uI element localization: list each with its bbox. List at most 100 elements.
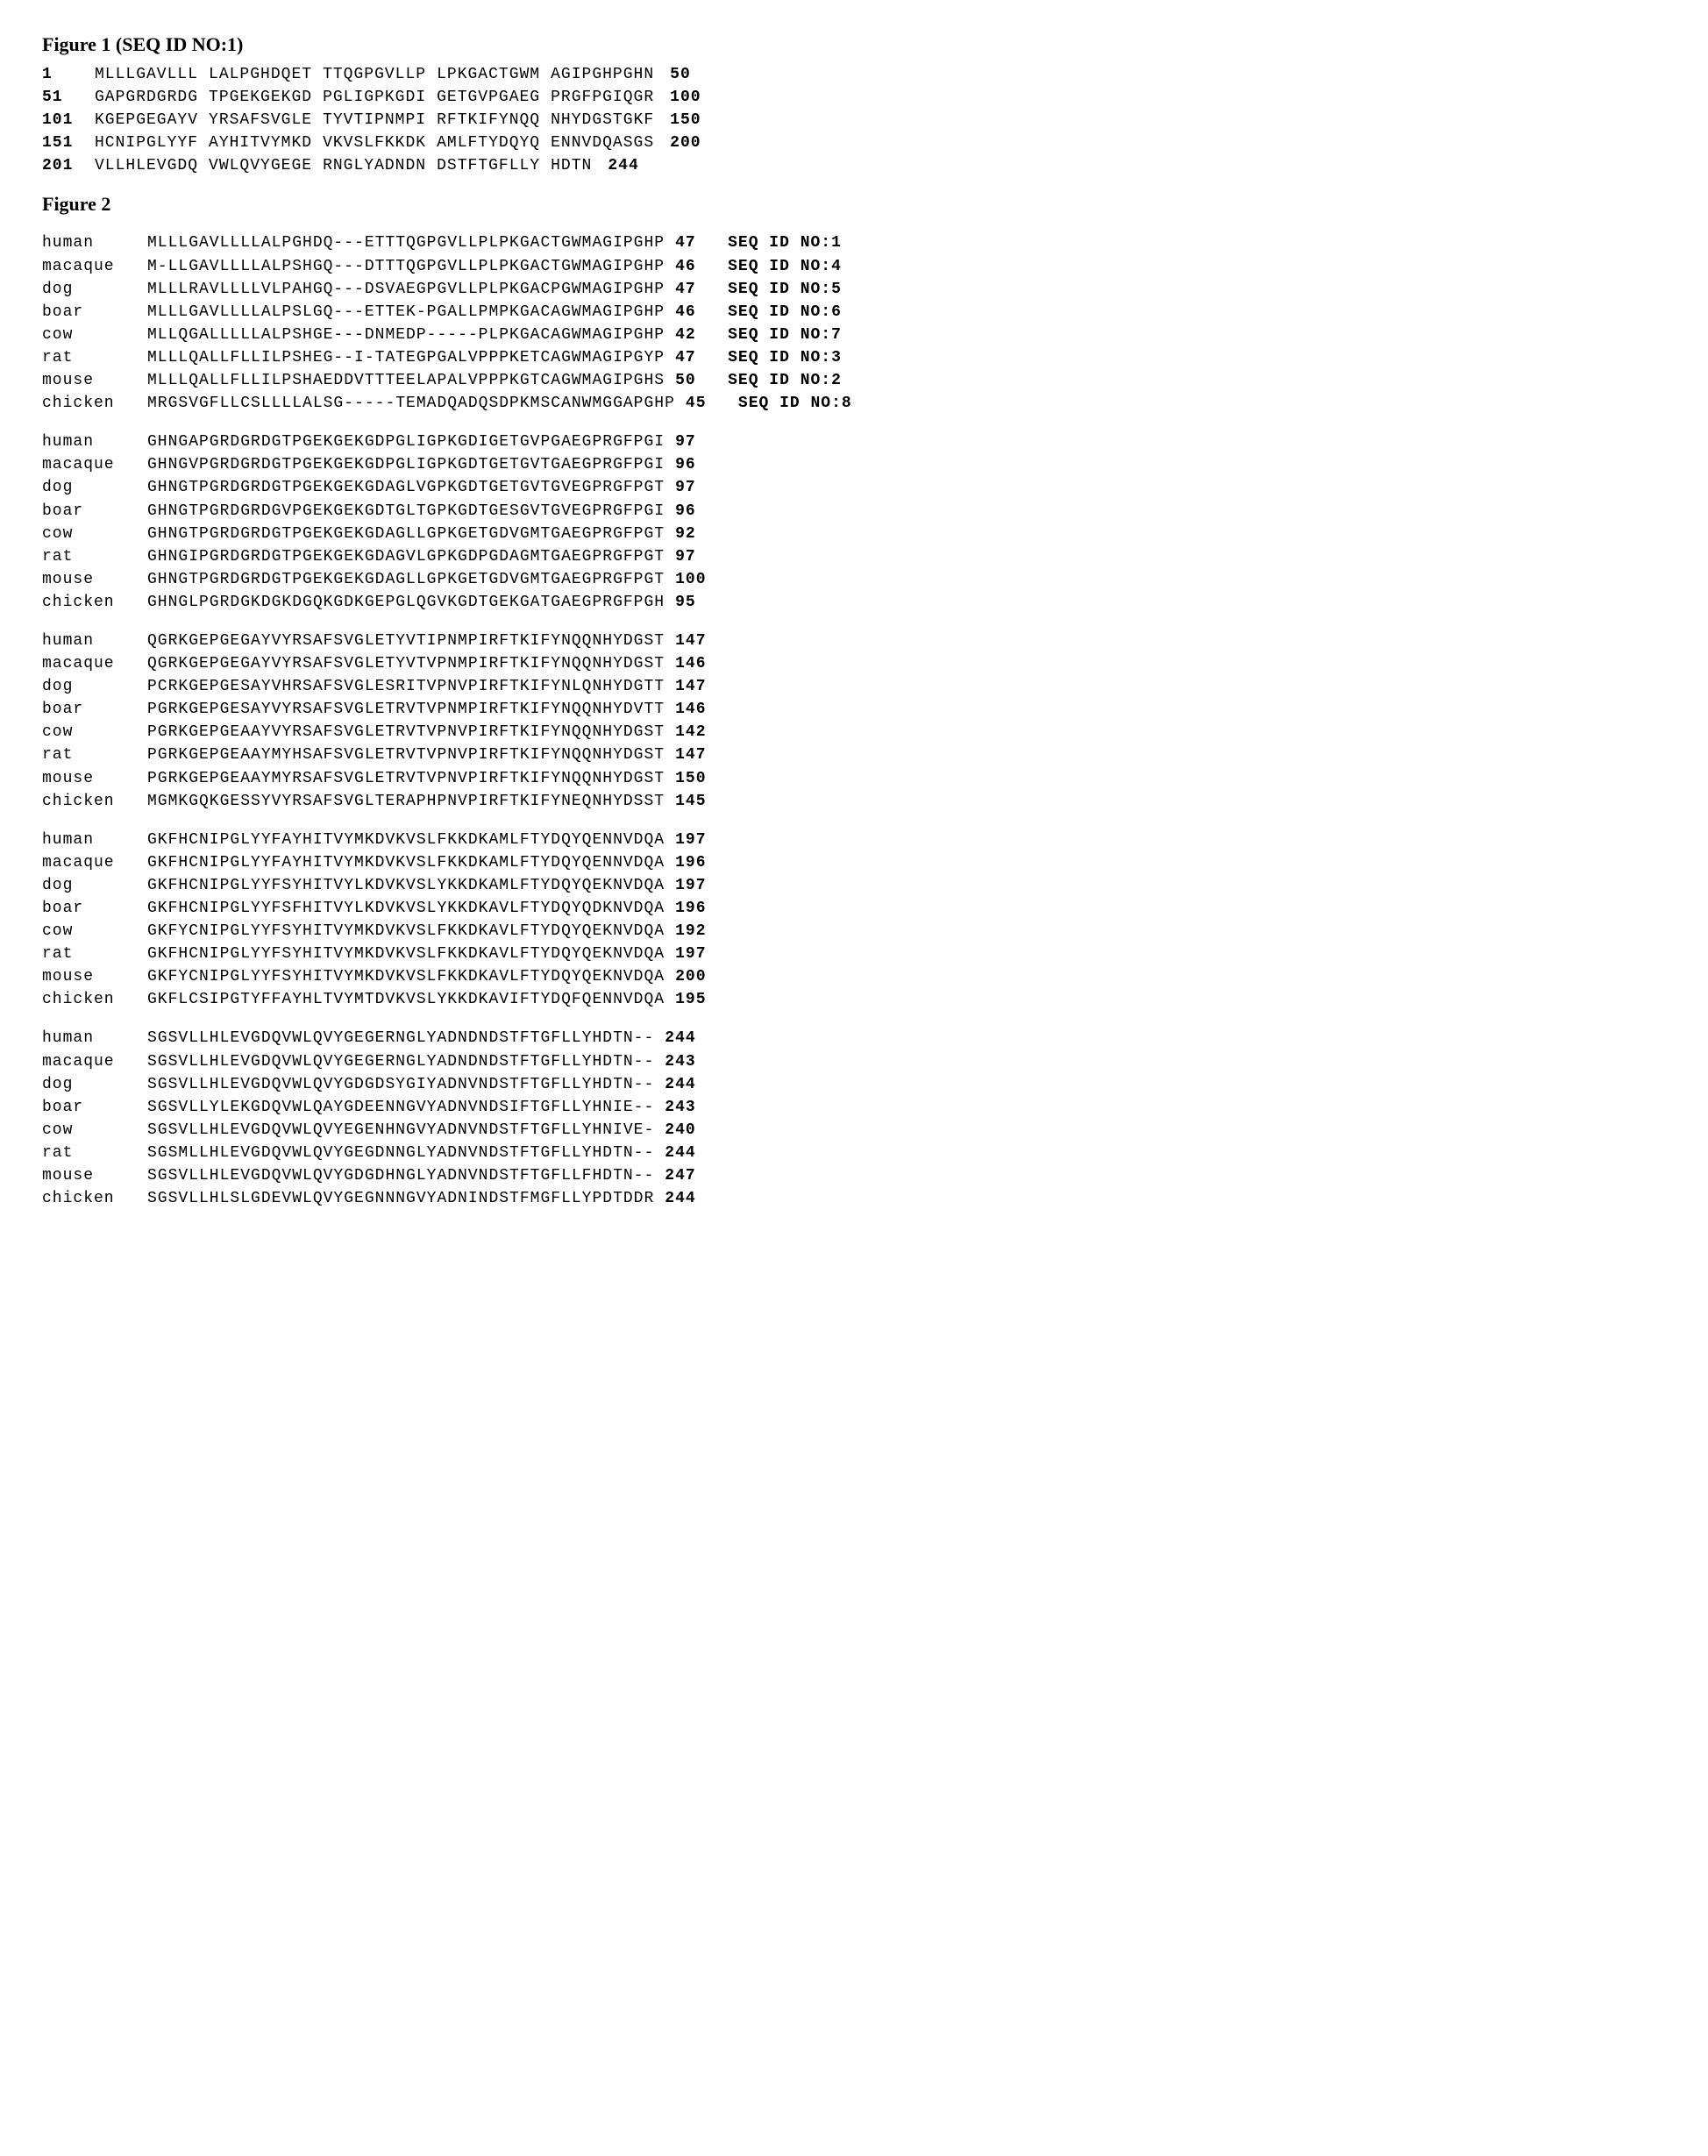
fig2-row: macaqueSGSVLLHLEVGDQVWLQVYGEGERNGLYADNDN… [42, 1050, 1666, 1073]
position-number: 42 [675, 324, 728, 346]
fig1-seq-group: TTQGPGVLLP [323, 63, 426, 86]
fig1-seq-group: AMLFTYDQYQ [437, 132, 540, 154]
species-label: mouse [42, 965, 147, 988]
fig2-row: dogMLLLRAVLLLLVLPAHGQ---DSVAEGPGVLLPLPKG… [42, 278, 1666, 301]
fig2-row: mouseGHNGTPGRDGRDGTPGEKGEKGDAGLLGPKGETGD… [42, 568, 1666, 591]
aligned-sequence: GHNGIPGRDGRDGTPGEKGEKGDAGVLGPKGDPGDAGMTG… [147, 545, 665, 568]
species-label: boar [42, 1096, 147, 1119]
species-label: rat [42, 545, 147, 568]
figure2-alignment-block: humanMLLLGAVLLLLALPGHDQ---ETTTQGPGVLLPLP… [42, 231, 1666, 1210]
fig2-row: cowMLLQGALLLLLALPSHGE---DNMEDP-----PLPKG… [42, 324, 1666, 346]
aligned-sequence: GKFHCNIPGLYYFAYHITVYMKDVKVSLFKKDKAMLFTYD… [147, 829, 665, 851]
fig2-row: macaqueM-LLGAVLLLLALPSHGQ---DTTTQGPGVLLP… [42, 255, 1666, 278]
aligned-sequence: GKFLCSIPGTYFFAYHLTVYMTDVKVSLYKKDKAVIFTYD… [147, 988, 665, 1011]
seq-id-label: SEQ ID NO:6 [728, 301, 842, 324]
fig1-end-position: 150 [670, 109, 701, 132]
fig2-row: chickenMRGSVGFLLCSLLLLALSG-----TEMADQADQ… [42, 392, 1666, 415]
species-label: rat [42, 943, 147, 965]
fig1-seq-group: GAPGRDGRDG [95, 86, 198, 109]
species-label: boar [42, 698, 147, 721]
species-label: cow [42, 523, 147, 545]
aligned-sequence: GHNGTPGRDGRDGVPGEKGEKGDTGLTGPKGDTGESGVTG… [147, 500, 665, 523]
fig1-seq-group: LALPGHDQET [209, 63, 312, 86]
position-number: 200 [675, 965, 728, 988]
fig1-row: 101KGEPGEGAYVYRSAFSVGLETYVTIPNMPIRFTKIFY… [42, 109, 1666, 132]
aligned-sequence: SGSVLLHLEVGDQVWLQVYGEGERNGLYADNDNDSTFTGF… [147, 1050, 654, 1073]
species-label: chicken [42, 790, 147, 813]
species-label: human [42, 630, 147, 652]
position-number: 147 [675, 630, 728, 652]
seq-id-label: SEQ ID NO:1 [728, 231, 842, 254]
fig2-row: dogPCRKGEPGESAYVHRSAFSVGLESRITVPNVPIRFTK… [42, 675, 1666, 698]
fig1-sequence: VLLHLEVGDQ VWLQVYGEGE RNGLYADNDN DSTFTGFLLY… [95, 154, 602, 177]
fig2-row: macaqueGKFHCNIPGLYYFAYHITVYMKDVKVSLFKKDK… [42, 851, 1666, 874]
species-label: mouse [42, 369, 147, 392]
aligned-sequence: MLLQGALLLLLALPSHGE---DNMEDP-----PLPKGACA… [147, 324, 665, 346]
fig1-end-position: 100 [670, 86, 701, 109]
aligned-sequence: PGRKGEPGEAAYMYRSAFSVGLETRVTVPNVPIRFTKIFY… [147, 767, 665, 790]
fig2-row: humanGKFHCNIPGLYYFAYHITVYMKDVKVSLFKKDKAM… [42, 829, 1666, 851]
fig1-seq-group: ENNVDQASGS [551, 132, 654, 154]
aligned-sequence: MLLLQALLFLLILPSHEG--I-TATEGPGALVPPPKETCA… [147, 346, 665, 369]
fig1-end-position: 244 [608, 154, 638, 177]
species-label: cow [42, 324, 147, 346]
position-number: 244 [665, 1187, 717, 1210]
position-number: 96 [675, 453, 728, 476]
fig1-end-position: 200 [670, 132, 701, 154]
aligned-sequence: GKFHCNIPGLYYFAYHITVYMKDVKVSLFKKDKAMLFTYD… [147, 851, 665, 874]
position-number: 47 [675, 278, 728, 301]
species-label: boar [42, 301, 147, 324]
fig2-row: humanMLLLGAVLLLLALPGHDQ---ETTTQGPGVLLPLP… [42, 231, 1666, 254]
species-label: chicken [42, 988, 147, 1011]
aligned-sequence: SGSVLLHLEVGDQVWLQVYEGENHNGVYADNVNDSTFTGF… [147, 1119, 654, 1142]
position-number: 150 [675, 767, 728, 790]
fig2-row: humanQGRKGEPGEGAYVYRSAFSVGLETYVTIPNMPIRF… [42, 630, 1666, 652]
fig1-seq-group: KGEPGEGAYV [95, 109, 198, 132]
fig1-seq-group: HCNIPGLYYF [95, 132, 198, 154]
species-label: rat [42, 346, 147, 369]
species-label: macaque [42, 652, 147, 675]
fig1-seq-group: VLLHLEVGDQ [95, 154, 198, 177]
aligned-sequence: PGRKGEPGESAYVYRSAFSVGLETRVTVPNMPIRFTKIFY… [147, 698, 665, 721]
fig1-sequence: KGEPGEGAYVYRSAFSVGLETYVTIPNMPIRFTKIFYNQQ… [95, 109, 665, 132]
fig1-start-position: 201 [42, 154, 95, 177]
fig2-row: dogGKFHCNIPGLYYFSYHITVYLKDVKVSLYKKDKAMLF… [42, 874, 1666, 897]
fig2-row: mouseGKFYCNIPGLYYFSYHITVYMKDVKVSLFKKDKAV… [42, 965, 1666, 988]
position-number: 50 [675, 369, 728, 392]
seq-id-label: SEQ ID NO:4 [728, 255, 842, 278]
position-number: 147 [675, 744, 728, 766]
fig2-row: chickenGHNGLPGRDGKDGKDGQKGDKGEPGLQGVKGDT… [42, 591, 1666, 614]
fig1-row: 51GAPGRDGRDGTPGEKGEKGDPGLIGPKGDIGETGVPGA… [42, 86, 1666, 109]
position-number: 97 [675, 545, 728, 568]
position-number: 47 [675, 346, 728, 369]
fig2-row: dogSGSVLLHLEVGDQVWLQVYGDGDSYGIYADNVNDSTF… [42, 1073, 1666, 1096]
position-number: 46 [675, 255, 728, 278]
aligned-sequence: GHNGTPGRDGRDGTPGEKGEKGDAGLLGPKGETGDVGMTG… [147, 523, 665, 545]
aligned-sequence: SGSMLLHLEVGDQVWLQVYGEGDNNGLYADNVNDSTFTGF… [147, 1142, 654, 1164]
aligned-sequence: GHNGTPGRDGRDGTPGEKGEKGDAGLVGPKGDTGETGVTG… [147, 476, 665, 499]
fig1-seq-group: DSTFTGFLLY [437, 154, 540, 177]
position-number: 96 [675, 500, 728, 523]
species-label: macaque [42, 453, 147, 476]
figure1-sequence-block: 1MLLLGAVLLLLALPGHDQETTTQGPGVLLPLPKGACTGW… [42, 63, 1666, 177]
fig1-seq-group: YRSAFSVGLE [209, 109, 312, 132]
aligned-sequence: GKFHCNIPGLYYFSYHITVYLKDVKVSLYKKDKAMLFTYD… [147, 874, 665, 897]
species-label: dog [42, 874, 147, 897]
figure1-title: Figure 1 (SEQ ID NO:1) [42, 33, 1666, 56]
fig1-sequence: MLLLGAVLLLLALPGHDQETTTQGPGVLLPLPKGACTGWM… [95, 63, 665, 86]
species-label: chicken [42, 591, 147, 614]
fig1-seq-group: VWLQVYGEGE [209, 154, 312, 177]
fig2-row: ratPGRKGEPGEAAYMYHSAFSVGLETRVTVPNVPIRFTK… [42, 744, 1666, 766]
species-label: boar [42, 897, 147, 920]
position-number: 247 [665, 1164, 717, 1187]
seq-id-label: SEQ ID NO:7 [728, 324, 842, 346]
fig1-seq-group: TPGEKGEKGD [209, 86, 312, 109]
position-number: 244 [665, 1027, 717, 1050]
aligned-sequence: GKFYCNIPGLYYFSYHITVYMKDVKVSLFKKDKAVLFTYD… [147, 920, 665, 943]
fig2-row: chickenGKFLCSIPGTYFFAYHLTVYMTDVKVSLYKKDK… [42, 988, 1666, 1011]
fig2-row: humanSGSVLLHLEVGDQVWLQVYGEGERNGLYADNDNDS… [42, 1027, 1666, 1050]
species-label: rat [42, 1142, 147, 1164]
fig1-seq-group: RNGLYADNDN [323, 154, 426, 177]
species-label: boar [42, 500, 147, 523]
species-label: mouse [42, 1164, 147, 1187]
